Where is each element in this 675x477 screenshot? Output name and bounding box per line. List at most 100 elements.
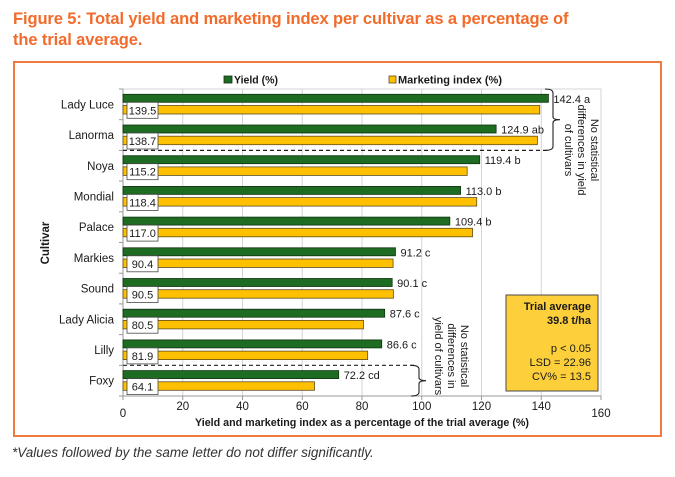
x-tick-label: 120 [472,401,491,413]
no-difference-note-line: No statistical [458,325,470,387]
marketing-bar [122,381,315,391]
no-difference-note-line: yield of cultivars [432,317,444,396]
x-tick-label: 60 [296,401,309,413]
marketing-bar [122,289,394,299]
marketing-data-label: 115.2 [129,167,156,179]
lsd-value: LSD = 22.96 [530,357,591,369]
category-label: Palace [79,222,114,234]
marketing-data-label: 90.4 [132,259,153,271]
category-label: Noya [87,161,114,173]
yield-data-label: 86.6 c [387,339,417,351]
marketing-data-label: 90.5 [132,290,153,302]
legend-swatch-marketing [388,75,397,84]
yield-bar [122,370,340,380]
no-difference-note-line: of cultivars [562,124,574,177]
yield-bar [122,278,393,287]
trial-average-box: Trial average 39.8 t/ha p < 0.05 LSD = 2… [505,294,599,392]
yield-data-label: 142.4 a [553,94,591,106]
figure-title-line-1: Figure 5: Total yield and marketing inde… [13,10,569,28]
marketing-data-label: 80.5 [132,320,153,332]
footnote: *Values followed by the same letter do n… [12,445,374,460]
yield-bar [122,93,549,103]
yield-data-label: 72.2 cd [344,370,380,382]
marketing-data-label-box [126,163,159,181]
curly-bracket [544,88,561,151]
yield-bar [122,216,451,226]
marketing-data-label: 64.1 [132,382,153,394]
category-label: Sound [81,284,114,296]
marketing-bar [122,350,369,361]
category-label: Lilly [94,345,114,357]
no-difference-note-line: differences in yield [575,105,587,196]
category-label: Lanorma [69,130,115,142]
yield-bar [122,185,461,195]
marketing-data-label-box [126,316,159,334]
marketing-data-label-box [126,132,159,150]
p-value: p < 0.05 [551,343,591,355]
marketing-data-label-box [126,286,159,303]
marketing-data-label: 117.0 [129,228,156,240]
yield-bar [122,308,386,318]
yield-data-label: 87.6 c [390,309,420,321]
trial-average-box-bg [505,294,599,392]
yield-bar [122,247,396,257]
yield-bar [122,124,497,134]
trial-average-value: 39.8 t/ha [547,315,592,327]
curly-bracket [410,364,427,397]
category-label: Lady Luce [61,99,114,111]
marketing-bar [122,319,364,330]
legend-swatch-yield [223,75,233,84]
y-axis-title: Cultivar [40,221,52,264]
chart-frame [13,61,662,437]
yield-bar [122,155,481,165]
label-layer: Lady Luce 142.4 a 139.5 Lanorma 124.9 ab 138.… [59,94,591,396]
marketing-data-label-box [126,378,159,396]
yield-data-label: 113.0 b [466,186,502,198]
bar-layer [122,93,549,391]
x-tick-label: 0 [120,408,126,420]
yield-data-label: 124.9 ab [501,125,544,137]
marketing-data-label-box [126,347,159,365]
marketing-bar [122,166,468,176]
x-tick-label: 140 [532,401,551,413]
category-label: Markies [74,253,115,265]
category-label: Foxy [89,376,114,388]
marketing-data-label: 139.5 [129,105,157,117]
yield-data-label: 109.4 b [455,217,492,229]
x-tick-label: 80 [356,401,369,413]
legend: Yield (%) Marketing index (%) [223,75,502,87]
no-difference-note-line: No statistical [588,119,600,181]
cv-value: CV% = 13.5 [532,371,591,383]
x-tick-label: 100 [412,401,431,413]
marketing-data-label-box [126,101,159,119]
yield-bar [122,339,383,349]
marketing-data-label-box [126,193,159,211]
marketing-bar [122,258,394,268]
marketing-data-label: 81.9 [132,351,153,363]
marketing-bar [122,105,541,115]
marketing-bar [122,197,478,207]
legend-label-marketing: Marketing index (%) [398,75,502,87]
x-tick-label: 40 [236,401,249,413]
category-label: Mondial [74,191,114,203]
marketing-data-label: 138.7 [129,136,157,148]
marketing-bar [122,227,473,238]
x-tick-label: 20 [176,401,189,413]
marketing-data-label: 118.4 [129,197,156,209]
x-tick-label: 160 [591,408,610,420]
no-difference-note-line: differences in [445,323,457,388]
yield-data-label: 119.4 b [485,155,521,167]
category-label: Lady Alicia [59,314,115,326]
x-axis-title: Yield and marketing index as a percentag… [195,417,529,429]
marketing-data-label-box [126,224,159,242]
yield-data-label: 91.2 c [400,247,430,259]
yield-data-label: 90.1 c [397,278,427,290]
figure-title: Figure 5: Total yield and marketing inde… [13,9,568,51]
marketing-bar [122,135,538,146]
legend-label-yield: Yield (%) [234,75,278,87]
figure-title-line-2: the trial average. [13,31,143,49]
marketing-data-label-box [126,255,159,273]
trial-average-heading: Trial average [524,301,591,313]
